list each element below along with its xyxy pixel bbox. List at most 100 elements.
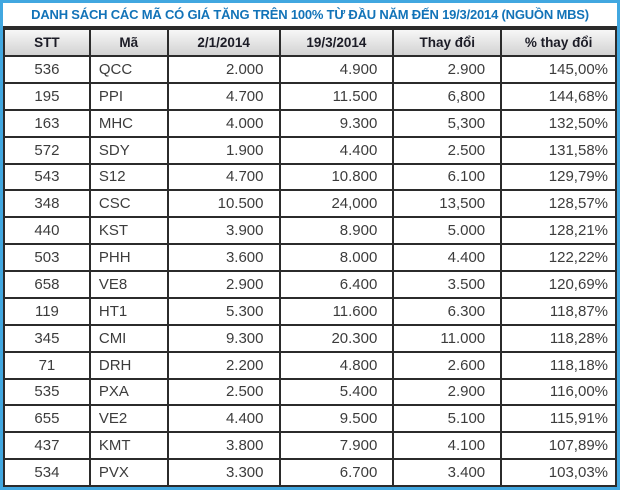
cell-price-2014-03-19: 5.400 (278, 377, 395, 407)
cell-ma: HT1 (88, 296, 169, 326)
table-row: 71 DRH 2.200 4.800 2.600 118,18% (3, 350, 617, 380)
table-row: 534 PVX 3.300 6.700 3.400 103,03% (3, 458, 617, 487)
cell-price-2014-03-19: 4.400 (278, 135, 395, 165)
cell-price-2014-01-02: 2.000 (166, 55, 281, 84)
table-row: 658 VE8 2.900 6.400 3.500 120,69% (3, 270, 617, 299)
cell-change: 2.900 (392, 377, 503, 407)
column-header-percent-change: % thay đổi (500, 28, 617, 57)
cell-price-2014-01-02: 4.400 (166, 404, 281, 434)
cell-change: 3.400 (392, 458, 503, 487)
cell-price-2014-03-19: 8.900 (278, 216, 395, 246)
cell-ma: DRH (88, 350, 169, 380)
column-header-price-2014-03-19: 19/3/2014 (278, 28, 395, 57)
cell-ma: KST (88, 216, 169, 246)
column-header-price-2014-01-02: 2/1/2014 (166, 28, 281, 57)
cell-price-2014-03-19: 6.400 (278, 270, 395, 299)
cell-percent-change: 145,00% (500, 55, 617, 84)
cell-ma: MHC (88, 108, 169, 138)
cell-price-2014-01-02: 3.600 (166, 243, 281, 272)
column-header-change: Thay đổi (392, 28, 503, 57)
table-row: 535 PXA 2.500 5.400 2.900 116,00% (3, 377, 617, 407)
cell-ma: PPI (88, 81, 169, 111)
cell-ma: CMI (88, 323, 169, 353)
table-row: 437 KMT 3.800 7.900 4.100 107,89% (3, 431, 617, 461)
cell-percent-change: 128,57% (500, 189, 617, 219)
cell-price-2014-01-02: 3.900 (166, 216, 281, 246)
cell-change: 3.500 (392, 270, 503, 299)
cell-ma: KMT (88, 431, 169, 461)
cell-price-2014-03-19: 11.600 (278, 296, 395, 326)
cell-price-2014-03-19: 4.800 (278, 350, 395, 380)
cell-change: 5.100 (392, 404, 503, 434)
cell-price-2014-03-19: 7.900 (278, 431, 395, 461)
cell-percent-change: 132,50% (500, 108, 617, 138)
table-row: 195 PPI 4.700 11.500 6,800 144,68% (3, 81, 617, 111)
cell-stt: 345 (3, 323, 91, 353)
table-row: 503 PHH 3.600 8.000 4.400 122,22% (3, 243, 617, 272)
cell-change: 5,300 (392, 108, 503, 138)
table-row: 572 SDY 1.900 4.400 2.500 131,58% (3, 135, 617, 165)
table-row: 348 CSC 10.500 24,000 13,500 128,57% (3, 189, 617, 219)
column-header-stt: STT (3, 28, 91, 57)
cell-ma: SDY (88, 135, 169, 165)
cell-ma: QCC (88, 55, 169, 84)
table-row: 345 CMI 9.300 20.300 11.000 118,28% (3, 323, 617, 353)
cell-ma: VE2 (88, 404, 169, 434)
cell-change: 2.900 (392, 55, 503, 84)
cell-price-2014-03-19: 11.500 (278, 81, 395, 111)
cell-change: 5.000 (392, 216, 503, 246)
cell-price-2014-01-02: 4.700 (166, 81, 281, 111)
cell-price-2014-03-19: 9.300 (278, 108, 395, 138)
cell-ma: S12 (88, 162, 169, 192)
cell-percent-change: 129,79% (500, 162, 617, 192)
cell-price-2014-01-02: 1.900 (166, 135, 281, 165)
column-header-ma: Mã (88, 28, 169, 57)
cell-price-2014-01-02: 4.700 (166, 162, 281, 192)
cell-stt: 572 (3, 135, 91, 165)
cell-price-2014-01-02: 3.300 (166, 458, 281, 487)
cell-change: 6.300 (392, 296, 503, 326)
cell-stt: 658 (3, 270, 91, 299)
cell-ma: PXA (88, 377, 169, 407)
header-row: STT Mã 2/1/2014 19/3/2014 Thay đổi% thay đổi (3, 28, 617, 57)
cell-change: 2.500 (392, 135, 503, 165)
cell-price-2014-03-19: 8.000 (278, 243, 395, 272)
cell-percent-change: 122,22% (500, 243, 617, 272)
cell-ma: VE8 (88, 270, 169, 299)
cell-price-2014-03-19: 10.800 (278, 162, 395, 192)
cell-stt: 543 (3, 162, 91, 192)
cell-price-2014-01-02: 3.800 (166, 431, 281, 461)
cell-change: 6.100 (392, 162, 503, 192)
cell-percent-change: 120,69% (500, 270, 617, 299)
cell-percent-change: 118,18% (500, 350, 617, 380)
cell-price-2014-01-02: 2.500 (166, 377, 281, 407)
table-row: 440 KST 3.900 8.900 5.000 128,21% (3, 216, 617, 246)
cell-percent-change: 128,21% (500, 216, 617, 246)
table-row: 536 QCC 2.000 4.900 2.900 145,00% (3, 55, 617, 84)
cell-stt: 119 (3, 296, 91, 326)
cell-price-2014-01-02: 9.300 (166, 323, 281, 353)
cell-ma: PVX (88, 458, 169, 487)
cell-stt: 437 (3, 431, 91, 461)
cell-price-2014-03-19: 4.900 (278, 55, 395, 84)
table-header: STT Mã 2/1/2014 19/3/2014 Thay đổi% thay đổi (3, 28, 617, 57)
cell-change: 2.600 (392, 350, 503, 380)
cell-change: 4.400 (392, 243, 503, 272)
table-title: DANH SÁCH CÁC MÃ CÓ GIÁ TĂNG TRÊN 100% T… (3, 3, 617, 28)
table-row: 119 HT1 5.300 11.600 6.300 118,87% (3, 296, 617, 326)
cell-change: 6,800 (392, 81, 503, 111)
cell-price-2014-01-02: 2.900 (166, 270, 281, 299)
cell-stt: 348 (3, 189, 91, 219)
cell-percent-change: 144,68% (500, 81, 617, 111)
cell-percent-change: 131,58% (500, 135, 617, 165)
cell-stt: 536 (3, 55, 91, 84)
cell-price-2014-03-19: 9.500 (278, 404, 395, 434)
cell-percent-change: 107,89% (500, 431, 617, 461)
table-row: 543 S12 4.700 10.800 6.100 129,79% (3, 162, 617, 192)
cell-ma: CSC (88, 189, 169, 219)
cell-stt: 195 (3, 81, 91, 111)
cell-ma: PHH (88, 243, 169, 272)
cell-percent-change: 115,91% (500, 404, 617, 434)
cell-change: 11.000 (392, 323, 503, 353)
